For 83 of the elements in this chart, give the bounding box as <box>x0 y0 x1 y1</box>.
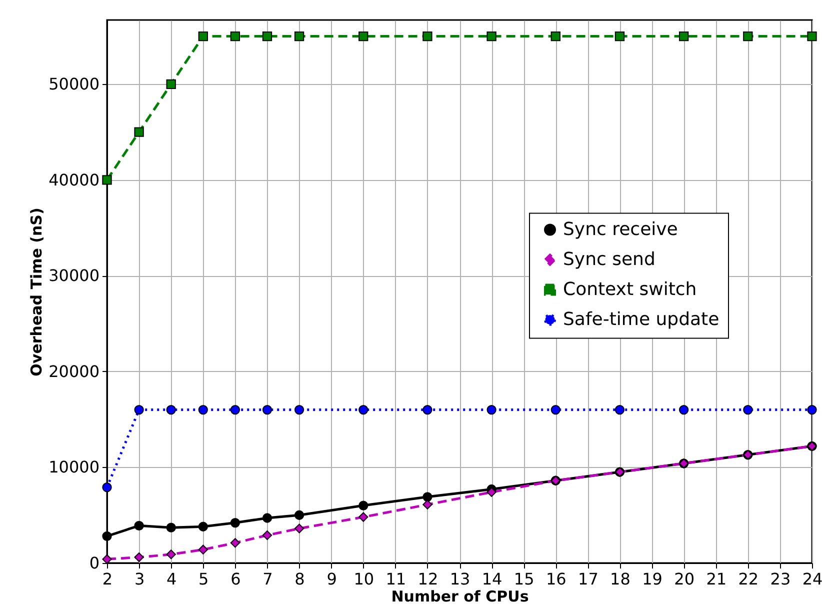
x-tick-label: 15 <box>514 570 534 588</box>
x-tick-label: 23 <box>770 570 791 588</box>
point <box>262 530 272 540</box>
point <box>294 510 304 520</box>
point <box>294 31 304 42</box>
point <box>230 538 240 548</box>
point <box>262 404 272 415</box>
x-tick-label: 19 <box>642 570 662 588</box>
point <box>262 513 272 523</box>
point <box>102 175 112 185</box>
y-tick-label: 10000 <box>48 458 100 477</box>
x-tick-label: 9 <box>326 570 337 588</box>
x-tick-label: 16 <box>546 570 566 588</box>
legend-label: Sync send <box>563 248 656 270</box>
x-tick-label: 17 <box>578 570 598 588</box>
point <box>294 404 304 415</box>
point <box>550 31 560 42</box>
point <box>102 482 112 492</box>
y-axis-title: Overhead Time (nS) <box>28 208 46 376</box>
y-tick-label: 30000 <box>48 266 100 286</box>
x-tick-label: 13 <box>450 570 470 588</box>
point <box>422 404 432 415</box>
y-tick-label: 40000 <box>48 170 100 190</box>
point <box>422 31 432 42</box>
x-tick-label: 24 <box>802 570 822 588</box>
point <box>102 531 112 542</box>
point <box>230 404 240 415</box>
point <box>422 492 432 502</box>
point <box>134 404 144 415</box>
point <box>166 522 176 532</box>
x-tick-label: 21 <box>706 570 727 588</box>
point <box>198 31 208 42</box>
x-tick-label: 10 <box>354 570 374 588</box>
x-tick-label: 2 <box>102 570 113 588</box>
x-tick-label: 14 <box>482 570 502 588</box>
x-tick-label: 11 <box>386 570 406 588</box>
x-tick-label: 12 <box>418 570 438 588</box>
point <box>743 404 753 415</box>
point <box>134 520 144 530</box>
point <box>807 31 817 42</box>
point <box>743 31 753 42</box>
point <box>262 31 272 42</box>
point <box>358 500 368 510</box>
point <box>134 552 144 562</box>
point <box>358 31 368 42</box>
point <box>358 404 368 415</box>
point <box>678 31 689 42</box>
point <box>198 522 208 532</box>
x-tick-label: 18 <box>610 570 630 588</box>
legend-label: Context switch <box>563 278 697 300</box>
point <box>230 31 240 42</box>
point <box>166 550 176 560</box>
x-tick-label: 3 <box>134 570 145 588</box>
legend-label: Safe-time update <box>563 308 720 330</box>
y-tick-label: 0 <box>89 554 100 572</box>
x-axis-title: Number of CPUs <box>391 588 529 606</box>
point <box>198 404 208 415</box>
point <box>166 79 176 89</box>
x-tick-label: 6 <box>230 570 241 588</box>
point <box>614 31 625 42</box>
point <box>614 404 625 415</box>
point <box>807 404 817 415</box>
point <box>198 544 208 554</box>
legend-label: Sync receive <box>563 218 678 240</box>
x-tick-label: 5 <box>198 570 209 588</box>
point <box>294 524 304 534</box>
point <box>358 512 368 522</box>
point <box>550 404 560 415</box>
y-tick-label: 20000 <box>48 362 100 381</box>
point <box>230 518 240 528</box>
x-tick-label: 8 <box>294 570 305 588</box>
x-tick-label: 20 <box>674 570 694 588</box>
y-tick-label: 50000 <box>48 74 100 94</box>
point <box>486 31 496 42</box>
x-tick-label: 4 <box>166 570 177 588</box>
x-tick-label: 22 <box>738 570 759 588</box>
point <box>486 487 496 497</box>
x-tick-label: 7 <box>262 570 273 588</box>
point <box>486 404 496 415</box>
point <box>134 127 144 137</box>
point <box>422 500 432 510</box>
point <box>678 404 689 415</box>
point <box>166 404 176 415</box>
